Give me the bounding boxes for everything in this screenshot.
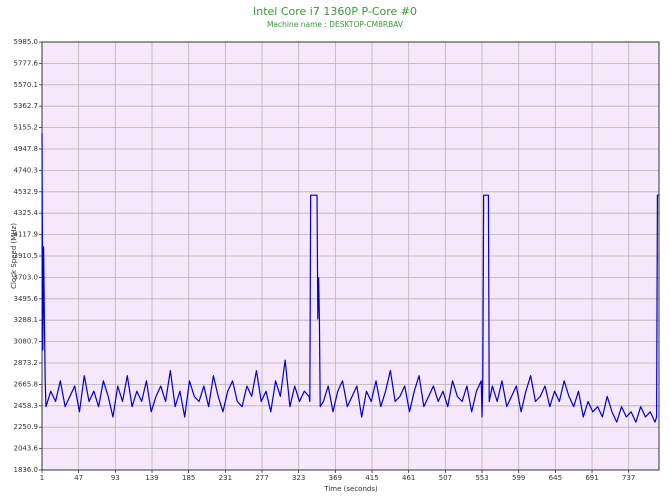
y-tick-label: 2458.3 <box>14 402 39 410</box>
x-tick-label: 415 <box>365 474 378 482</box>
x-tick-label: 645 <box>549 474 562 482</box>
y-tick-label: 4117.9 <box>14 231 39 239</box>
y-tick-label: 5985.0 <box>14 38 39 46</box>
x-tick-label: 737 <box>622 474 635 482</box>
chart-title: Intel Core i7 1360P P-Core #0 <box>253 5 417 18</box>
y-tick-label: 4325.4 <box>14 209 39 217</box>
x-tick-label: 507 <box>439 474 452 482</box>
y-tick-label: 2043.6 <box>14 445 39 453</box>
y-tick-label: 4947.8 <box>14 145 39 153</box>
y-tick-label: 3703.0 <box>14 273 39 281</box>
x-tick-label: 47 <box>74 474 83 482</box>
x-tick-label: 139 <box>145 474 158 482</box>
x-tick-label: 93 <box>111 474 120 482</box>
y-axis-title: Clock Speed (MHz) <box>10 223 18 289</box>
x-tick-label: 277 <box>255 474 268 482</box>
x-tick-label: 599 <box>512 474 525 482</box>
y-tick-label: 2873.2 <box>14 359 39 367</box>
y-tick-label: 4740.3 <box>14 166 39 174</box>
y-tick-label: 2250.9 <box>14 423 39 431</box>
y-tick-label: 3910.5 <box>14 252 39 260</box>
x-tick-label: 461 <box>402 474 415 482</box>
x-axis-title: Time (seconds) <box>323 485 378 493</box>
chart-subtitle: Machine name : DESKTOP-CM8RBAV <box>267 20 404 29</box>
x-tick-label: 369 <box>329 474 342 482</box>
y-tick-label: 5155.2 <box>14 124 39 132</box>
y-tick-label: 3495.6 <box>14 295 39 303</box>
x-tick-label: 1 <box>40 474 44 482</box>
y-tick-label: 3288.1 <box>14 316 39 324</box>
x-tick-label: 231 <box>219 474 232 482</box>
y-tick-label: 1836.0 <box>14 466 39 474</box>
data-line <box>41 133 659 423</box>
x-tick-label: 553 <box>475 474 488 482</box>
y-tick-label: 2665.8 <box>14 380 39 388</box>
y-tick-label: 4532.9 <box>14 188 39 196</box>
y-tick-label: 3080.7 <box>14 338 39 346</box>
x-tick-label: 691 <box>585 474 598 482</box>
y-tick-label: 5777.6 <box>14 59 39 67</box>
x-tick-label: 323 <box>292 474 305 482</box>
x-tick-label: 185 <box>182 474 195 482</box>
y-tick-label: 5362.7 <box>14 102 39 110</box>
y-tick-label: 5570.1 <box>14 81 39 89</box>
